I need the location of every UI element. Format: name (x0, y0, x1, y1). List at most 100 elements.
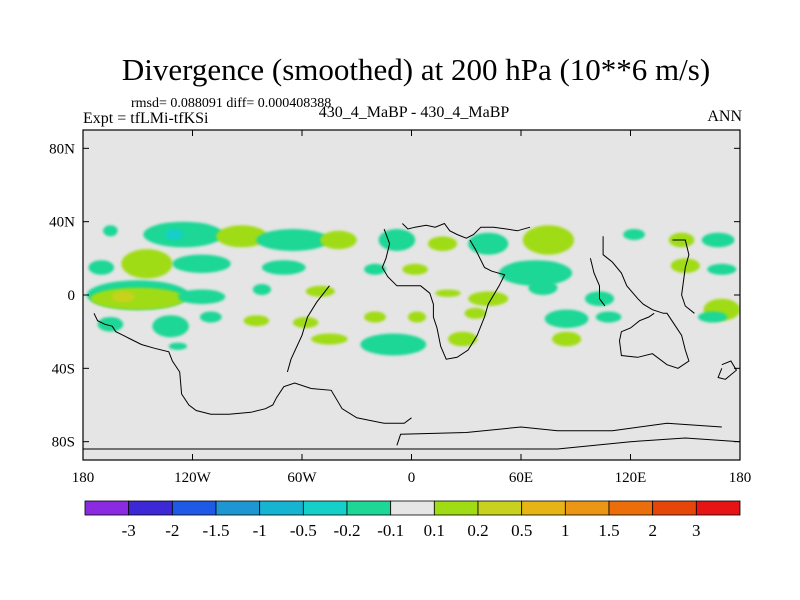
coastline-3 (402, 222, 531, 239)
colorbar-label: 1 (561, 521, 570, 540)
contour-region-9 (522, 225, 575, 255)
colorbar-swatch (259, 500, 304, 516)
contour-region-46 (360, 333, 427, 356)
stats-line: rmsd= 0.088091 diff= 0.000408388 (131, 96, 331, 112)
contour-region-45 (311, 333, 348, 345)
coastline-8 (672, 239, 695, 314)
coastline-0 (93, 313, 412, 424)
contour-region-13 (88, 260, 115, 275)
coastline-layer (83, 222, 740, 450)
contour-region-43 (698, 311, 728, 323)
contour-region-18 (402, 263, 428, 275)
colorbar-label: -1.5 (203, 521, 230, 540)
colorbar-swatch (652, 500, 697, 516)
colorbar-label: -2 (165, 521, 179, 540)
colorbar-swatch (390, 500, 435, 516)
contour-region-16 (261, 260, 306, 275)
y-tick-label: 80S (52, 435, 75, 451)
season-label: ANN (707, 108, 742, 125)
contour-region-0 (103, 225, 118, 237)
colorbar-label: 1.5 (598, 521, 619, 540)
contour-region-6 (378, 229, 416, 251)
contour-region-40 (464, 307, 487, 319)
case-label: 430_4_MaBP - 430_4_MaBP (318, 104, 510, 121)
colorbar-label: -0.2 (334, 521, 361, 540)
contour-region-26 (252, 284, 271, 295)
contour-region-4 (256, 229, 330, 251)
x-tick-label: 0 (408, 470, 416, 486)
colorbar-label: -3 (122, 521, 136, 540)
contour-region-24 (112, 291, 135, 303)
colorbar-swatch (564, 500, 610, 516)
x-tick-label: 180 (72, 470, 95, 486)
contour-region-25 (177, 289, 226, 305)
contour-region-27 (305, 285, 335, 297)
contour-region-19 (499, 260, 573, 286)
contour-region-39 (407, 311, 427, 323)
contour-region-29 (468, 291, 509, 307)
contour-region-3 (216, 225, 268, 248)
colorbar-swatch (215, 500, 261, 516)
rmsd-label: rmsd= (131, 96, 167, 111)
contour-region-15 (172, 254, 231, 273)
contour-region-38 (364, 311, 386, 323)
x-axis: 180 120W 60W 0 60E 120E 180 (72, 130, 752, 486)
contour-region-48 (552, 331, 582, 347)
diff-label: diff= (226, 96, 255, 111)
x-tick-label: 60W (287, 470, 317, 486)
contour-region-7 (427, 236, 458, 251)
contour-region-30 (528, 280, 558, 296)
colorbar-swatch (171, 500, 217, 516)
coastline-1 (83, 437, 740, 450)
coastline-6 (602, 236, 690, 369)
y-tick-label: 80N (49, 141, 75, 157)
colorbar-label: -0.1 (377, 521, 404, 540)
y-tick-label: 0 (68, 288, 76, 304)
contour-region-33 (97, 317, 124, 332)
x-tick-label: 120W (174, 470, 212, 486)
colorbar-label: 2 (648, 521, 657, 540)
colorbar-swatch (521, 500, 566, 516)
contour-region-28 (435, 289, 461, 297)
colorbar-swatch (477, 500, 523, 516)
contour-region-10 (623, 229, 645, 240)
chart-title: Divergence (smoothed) at 200 hPa (10**6 … (121, 52, 711, 87)
contour-region-14 (121, 249, 173, 279)
colorbar-label: 0.2 (467, 521, 488, 540)
y-tick-label: 40S (52, 361, 75, 377)
contour-region-44 (168, 342, 187, 350)
contour-region-2 (165, 229, 184, 240)
contour-region-35 (199, 311, 222, 323)
coastline-9 (717, 360, 738, 380)
rmsd-value: 0.088091 (170, 96, 223, 111)
contour-region-41 (544, 309, 589, 328)
diff-value: 0.000408388 (257, 96, 332, 111)
colorbar-swatch (695, 500, 741, 516)
colorbar-swatch (128, 500, 173, 516)
contour-region-47 (448, 331, 478, 347)
coastline-4 (381, 228, 506, 360)
contour-region-12 (701, 232, 735, 248)
contour-region-5 (320, 230, 357, 250)
x-tick-label: 120E (615, 470, 647, 486)
colorbar-swatch (84, 500, 130, 516)
x-tick-label: 60E (509, 470, 533, 486)
colorbar-label: -0.5 (290, 521, 317, 540)
contour-region-21 (707, 263, 737, 275)
contour-region-34 (152, 315, 189, 338)
coastline-7 (589, 258, 606, 307)
contour-region-17 (364, 263, 386, 275)
colorbar-label: -1 (253, 521, 267, 540)
y-tick-label: 40N (49, 215, 75, 231)
colorbar: -3 -2 -1.5 -1 -0.5 -0.2 -0.1 0.1 0.2 0.5 1 1.5 2 3 (84, 500, 741, 540)
colorbar-swatch (433, 500, 479, 516)
contour-region-23 (90, 287, 186, 310)
colorbar-swatch (302, 500, 348, 516)
colorbar-label: 0.1 (424, 521, 445, 540)
coastline-5 (286, 285, 330, 373)
colorbar-label: 0.5 (511, 521, 532, 540)
x-tick-label: 180 (729, 470, 752, 486)
coastline-2 (396, 422, 722, 446)
y-axis: 80N 40N 0 40S 80S (49, 141, 740, 451)
